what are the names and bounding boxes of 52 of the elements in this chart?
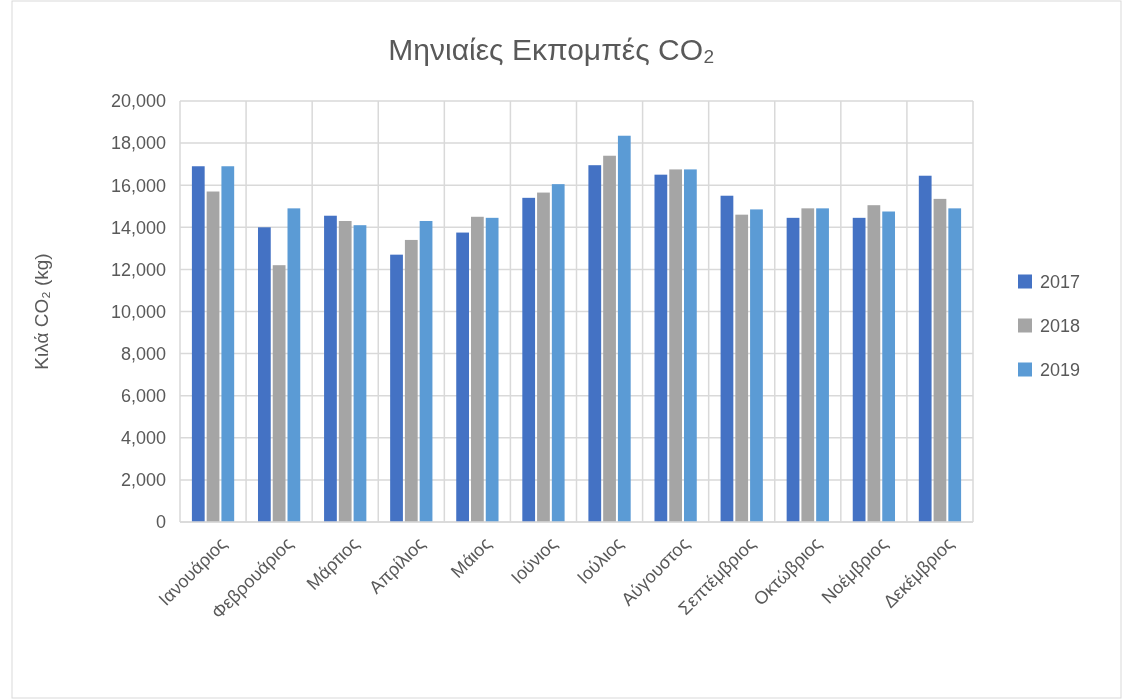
bar bbox=[735, 214, 749, 522]
bar bbox=[617, 135, 631, 522]
legend-label: 2017 bbox=[1040, 271, 1081, 292]
y-tick-label: 6,000 bbox=[120, 386, 166, 406]
y-tick-label: 0 bbox=[155, 512, 166, 533]
bar bbox=[720, 195, 734, 522]
bar bbox=[786, 217, 800, 522]
bar bbox=[221, 166, 235, 522]
bar bbox=[933, 198, 947, 522]
bar bbox=[551, 184, 565, 522]
bar bbox=[324, 215, 337, 522]
bar bbox=[206, 191, 220, 522]
bar bbox=[801, 208, 815, 522]
bar bbox=[485, 217, 499, 522]
bar bbox=[353, 225, 367, 522]
legend-label: 2018 bbox=[1040, 315, 1081, 336]
bar bbox=[882, 211, 896, 522]
bar bbox=[603, 155, 616, 522]
bar bbox=[272, 265, 286, 522]
bar bbox=[918, 175, 932, 522]
y-tick-label: 14,000 bbox=[110, 217, 166, 238]
y-tick-label: 8,000 bbox=[120, 343, 166, 364]
y-tick-label: 12,000 bbox=[110, 259, 166, 280]
y-tick-label: 16,000 bbox=[110, 175, 166, 196]
chart-title: Μηνιαίες Εκπομπές CO₂ bbox=[388, 33, 715, 66]
bar bbox=[419, 220, 433, 522]
bar bbox=[537, 192, 550, 522]
bar bbox=[588, 165, 602, 522]
y-tick-label: 18,000 bbox=[110, 133, 166, 154]
bar bbox=[867, 205, 881, 522]
bar bbox=[287, 208, 301, 522]
bar bbox=[852, 217, 866, 522]
bar bbox=[669, 169, 682, 522]
y-tick-label: 10,000 bbox=[110, 301, 166, 322]
legend-label: 2019 bbox=[1040, 359, 1081, 380]
bar bbox=[948, 208, 962, 522]
y-tick-label: 20,000 bbox=[110, 91, 166, 112]
bar bbox=[471, 216, 484, 522]
bar bbox=[404, 239, 418, 522]
bar bbox=[684, 169, 697, 522]
bar bbox=[456, 232, 469, 522]
bar bbox=[338, 220, 352, 522]
bar bbox=[390, 254, 403, 522]
bar bbox=[257, 227, 271, 522]
bar bbox=[816, 208, 829, 522]
bar bbox=[654, 174, 668, 522]
bar bbox=[191, 166, 205, 522]
y-tick-label: 2,000 bbox=[120, 470, 166, 491]
bar bbox=[750, 209, 763, 522]
y-axis-title: Κιλά CO₂ (kg) bbox=[31, 253, 52, 370]
y-tick-label: 4,000 bbox=[120, 428, 166, 449]
bar bbox=[522, 197, 536, 522]
